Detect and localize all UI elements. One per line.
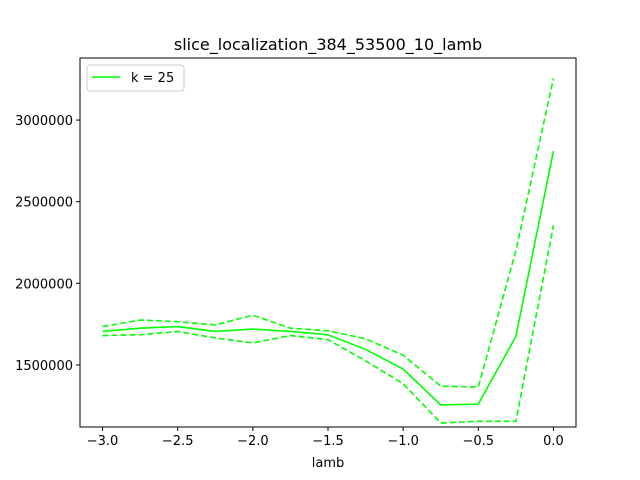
x-tick-label: −3.0 xyxy=(87,434,119,449)
legend-label: k = 25 xyxy=(131,71,174,86)
y-tick-label: 2500000 xyxy=(15,196,73,211)
x-axis: −3.0 −2.5 −2.0 −1.5 −1.0 −0.5 0.0 xyxy=(87,427,564,449)
series-line-bound-2 xyxy=(102,225,555,424)
x-axis-label: lamb xyxy=(312,456,345,471)
y-axis: 1500000 2000000 2500000 3000000 xyxy=(15,114,80,374)
legend-box xyxy=(86,64,185,92)
x-tick-label: −2.5 xyxy=(162,434,194,449)
x-tick-label: 0.0 xyxy=(543,434,564,449)
series-line-bound-1 xyxy=(102,78,555,388)
y-tick-label: 2000000 xyxy=(15,277,73,292)
legend: k = 25 xyxy=(86,64,185,92)
x-tick-label: −0.5 xyxy=(463,434,495,449)
y-tick-label: 3000000 xyxy=(15,114,73,129)
x-tick-label: −1.5 xyxy=(312,434,344,449)
x-tick-label: −2.0 xyxy=(237,434,269,449)
series-line-mean xyxy=(102,150,555,406)
chart-title: slice_localization_384_53500_10_lamb xyxy=(174,35,482,55)
series-layer xyxy=(102,78,555,424)
x-tick-label: −1.0 xyxy=(387,434,419,449)
y-tick-label: 1500000 xyxy=(15,359,73,374)
